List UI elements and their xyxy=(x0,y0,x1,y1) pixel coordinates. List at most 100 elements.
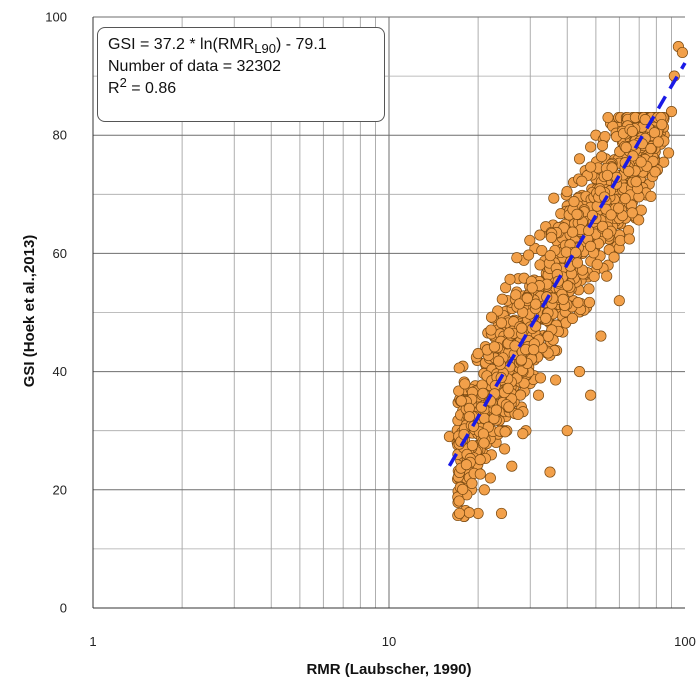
data-point xyxy=(485,311,498,323)
data-point xyxy=(588,270,600,283)
data-point xyxy=(567,226,579,238)
data-point xyxy=(463,507,475,519)
y-tick-label: 40 xyxy=(53,364,67,379)
data-point xyxy=(635,204,647,216)
data-point xyxy=(496,293,508,305)
data-point xyxy=(515,354,527,366)
data-point xyxy=(524,234,536,246)
data-point xyxy=(455,395,467,407)
data-point xyxy=(585,141,597,153)
data-point xyxy=(596,220,609,232)
data-point xyxy=(676,46,688,59)
data-point xyxy=(488,341,501,353)
data-point xyxy=(626,125,638,138)
data-point xyxy=(453,507,466,519)
data-point xyxy=(620,141,632,153)
data-point xyxy=(599,130,611,143)
data-point xyxy=(506,460,518,472)
data-point xyxy=(463,411,476,423)
data-point xyxy=(633,214,645,226)
data-point xyxy=(460,459,472,471)
data-point xyxy=(596,140,609,152)
data-point xyxy=(474,468,486,480)
data-point xyxy=(534,259,546,271)
fit-line xyxy=(447,62,687,467)
equation-line: GSI = 37.2 * ln(RMRL90) - 79.1 xyxy=(108,36,327,56)
data-point xyxy=(466,439,478,452)
x-tick-label: 10 xyxy=(382,634,396,649)
data-point xyxy=(536,244,548,257)
data-point xyxy=(601,169,613,181)
data-point xyxy=(532,389,545,401)
data-point xyxy=(534,372,547,384)
data-point xyxy=(503,401,515,413)
data-point xyxy=(645,190,657,202)
y-tick-label: 60 xyxy=(53,246,67,261)
data-point xyxy=(516,322,528,334)
data-point xyxy=(544,250,556,262)
data-point xyxy=(485,324,497,336)
r-squared-line: R2 = 0.86 xyxy=(108,75,177,97)
data-point xyxy=(457,483,469,495)
count-line: Number of data = 32302 xyxy=(108,58,282,75)
data-point xyxy=(540,312,552,324)
data-point xyxy=(561,425,573,437)
data-point xyxy=(526,282,538,294)
data-point xyxy=(665,106,678,118)
data-point xyxy=(495,317,508,329)
y-tick-label: 20 xyxy=(53,482,67,497)
data-point xyxy=(561,186,573,198)
y-axis-title: GSI (Hoek et al.,2013) xyxy=(21,235,38,388)
data-point xyxy=(560,246,572,258)
data-point xyxy=(645,143,657,155)
data-point xyxy=(614,234,626,247)
x-tick-label: 1 xyxy=(89,634,96,649)
data-point xyxy=(591,258,603,270)
tick-labels: 1 10 100 0 20 40 60 80 100 xyxy=(45,10,696,650)
data-point xyxy=(493,355,505,367)
data-point xyxy=(478,484,490,496)
data-point xyxy=(521,292,533,304)
data-point xyxy=(534,229,546,241)
data-points xyxy=(443,41,688,522)
data-point xyxy=(595,330,607,342)
data-point xyxy=(542,330,554,342)
data-point xyxy=(630,176,642,188)
data-point xyxy=(478,437,490,449)
data-point xyxy=(583,296,596,308)
data-point xyxy=(502,382,514,394)
data-point xyxy=(573,153,586,165)
data-point xyxy=(550,374,562,386)
y-tick-label: 100 xyxy=(45,10,67,25)
data-point xyxy=(484,472,496,484)
plot-frame xyxy=(92,17,685,609)
data-point xyxy=(601,270,613,282)
data-point xyxy=(512,408,524,421)
data-point xyxy=(495,507,508,519)
data-point xyxy=(576,175,588,187)
data-point xyxy=(545,231,557,243)
data-point xyxy=(544,466,556,478)
data-point xyxy=(596,151,608,163)
data-point xyxy=(652,136,664,148)
data-point xyxy=(517,428,529,440)
data-point xyxy=(453,495,465,507)
data-point xyxy=(566,312,579,324)
data-point xyxy=(568,196,580,208)
data-point xyxy=(663,147,675,159)
regression-line xyxy=(447,62,687,467)
data-point xyxy=(503,327,515,339)
data-point xyxy=(619,193,631,205)
data-point xyxy=(490,404,502,416)
data-point xyxy=(511,252,523,264)
data-point xyxy=(613,295,625,307)
data-point xyxy=(523,249,535,261)
data-point xyxy=(613,202,625,214)
data-point xyxy=(602,111,614,124)
data-point xyxy=(453,362,465,374)
data-point xyxy=(530,298,542,310)
data-point xyxy=(513,298,525,310)
data-point xyxy=(474,454,486,466)
y-tick-label: 0 xyxy=(60,601,67,616)
